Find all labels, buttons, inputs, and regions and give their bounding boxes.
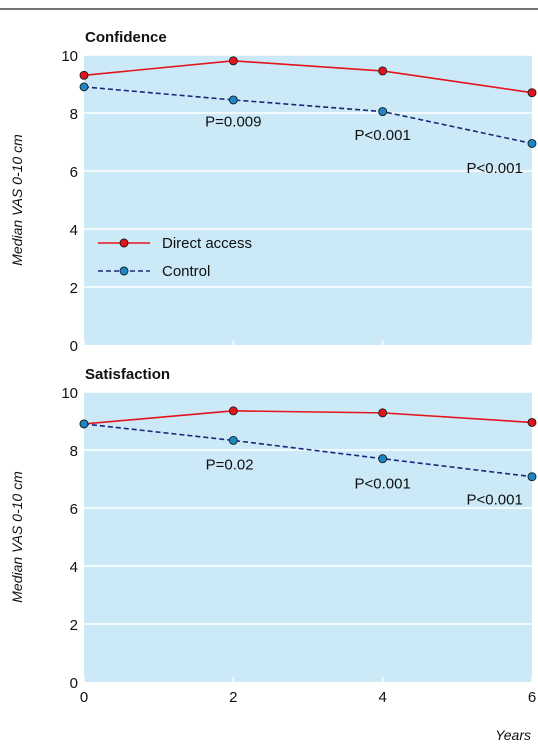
y-tick-label: 2 xyxy=(70,280,78,297)
data-point-control xyxy=(228,435,238,445)
y-tick-label: 8 xyxy=(70,443,78,460)
y-axis-label: Median VAS 0-10 cm xyxy=(9,471,25,603)
data-point-control xyxy=(378,454,388,464)
x-tick-label: 0 xyxy=(80,689,88,706)
y-tick-label: 6 xyxy=(70,164,78,181)
data-point-direct-access xyxy=(527,88,537,98)
y-tick-label: 10 xyxy=(61,385,78,402)
data-point-direct-access xyxy=(228,56,238,66)
y-tick-label: 4 xyxy=(70,222,78,239)
series-line-direct-access xyxy=(83,59,533,94)
y-tick-label: 4 xyxy=(70,559,78,576)
legend-label-direct-access: Direct access xyxy=(162,235,252,252)
panel-title: Confidence xyxy=(85,29,167,46)
p-value-annotation: P=0.02 xyxy=(206,457,254,474)
y-tick-label: 2 xyxy=(70,617,78,634)
plot-area xyxy=(84,392,532,682)
legend-marker-control xyxy=(119,266,129,276)
y-tick-label: 0 xyxy=(70,338,78,355)
plot-area xyxy=(84,55,532,345)
y-axis-label: Median VAS 0-10 cm xyxy=(9,134,25,266)
series-line-control xyxy=(83,423,533,478)
data-point-control xyxy=(527,472,537,482)
p-value-annotation: P<0.001 xyxy=(355,127,411,144)
p-value-annotation: P<0.001 xyxy=(467,491,523,508)
y-tick-label: 10 xyxy=(61,48,78,65)
y-tick-label: 8 xyxy=(70,106,78,123)
data-point-control xyxy=(79,82,89,92)
data-point-control xyxy=(378,107,388,117)
p-value-annotation: P<0.001 xyxy=(355,475,411,492)
p-value-annotation: P=0.009 xyxy=(205,114,261,131)
data-point-control xyxy=(228,95,238,105)
series-line-control xyxy=(83,86,533,145)
data-point-direct-access xyxy=(228,406,238,416)
y-tick-label: 0 xyxy=(70,675,78,692)
x-tick-label: 6 xyxy=(528,689,536,706)
p-value-annotation: P<0.001 xyxy=(467,160,523,177)
chart-panel-1: 0 2 4 6 8 10 Confidence Median VAS 0-10 cm P=0.0… xyxy=(9,29,537,355)
legend: Direct access Control xyxy=(98,235,252,280)
legend-label-control: Control xyxy=(162,263,210,280)
x-tick-label: 2 xyxy=(229,689,237,706)
data-point-control xyxy=(79,419,89,429)
data-point-direct-access xyxy=(378,408,388,418)
y-tick-label: 6 xyxy=(70,501,78,518)
data-point-direct-access xyxy=(527,418,537,427)
panel-title: Satisfaction xyxy=(85,366,170,383)
data-point-control xyxy=(527,138,537,148)
data-point-direct-access xyxy=(378,66,388,76)
x-tick-label: 4 xyxy=(378,689,386,706)
chart-panel-2: 0 2 4 6 8 10 0 2 4 6 Satisfaction Median VAS 0-10 c… xyxy=(9,366,537,706)
data-point-direct-access xyxy=(79,70,89,80)
x-axis-label: Years xyxy=(495,727,531,743)
series-line-direct-access xyxy=(83,410,533,425)
legend-marker-direct-access xyxy=(119,238,129,248)
